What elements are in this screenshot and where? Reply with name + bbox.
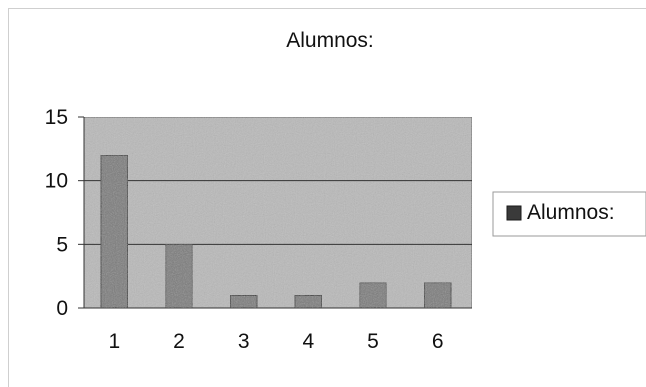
bar: [164, 243, 194, 309]
bar: [229, 294, 258, 309]
x-tick-label: 6: [432, 330, 444, 353]
bars: [100, 154, 452, 309]
legend: Alumnos:: [492, 191, 646, 237]
gridlines: [78, 117, 472, 309]
y-axis-ticks: 0 5 10 15: [45, 106, 84, 320]
x-axis-ticks: 1 2 3 4 5 6: [108, 330, 443, 353]
x-tick-label: 1: [108, 330, 120, 353]
bar: [294, 294, 323, 309]
x-tick-label: 5: [367, 330, 379, 353]
legend-swatch: [506, 205, 522, 221]
bar: [100, 154, 129, 309]
x-tick-label: 3: [238, 330, 250, 353]
legend-label: Alumnos:: [527, 201, 615, 224]
y-tick-label: 0: [56, 297, 68, 320]
chart-title: Alumnos:: [286, 29, 374, 52]
x-tick-label: 2: [173, 330, 185, 353]
y-tick-label: 10: [45, 170, 68, 193]
bar: [358, 281, 388, 309]
plot-background: [83, 116, 473, 309]
y-tick-label: 5: [56, 233, 68, 256]
x-tick-label: 4: [302, 330, 314, 353]
bar: [423, 281, 452, 309]
plot-area: [83, 116, 473, 309]
y-tick-label: 15: [45, 106, 68, 129]
